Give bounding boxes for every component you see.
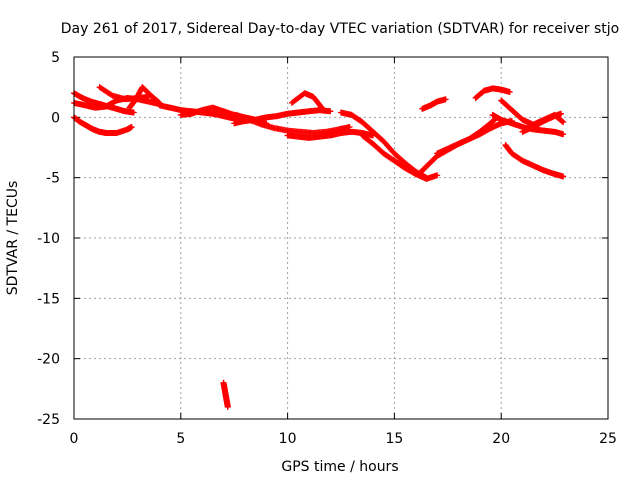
y-tick-label: -20 [37, 352, 60, 368]
points-layer [71, 84, 567, 410]
series-arc-15 [417, 117, 515, 176]
y-tick-label: -5 [46, 171, 60, 187]
y-axis-title: SDTVAR / TECUs [5, 181, 21, 296]
data-point [559, 118, 566, 125]
chart-title: Day 261 of 2017, Sidereal Day-to-day VTE… [61, 21, 619, 37]
series-arc-16 [434, 114, 500, 157]
plot-frame [73, 56, 609, 420]
x-tick-label: 10 [279, 431, 297, 447]
series-arc-10 [284, 128, 377, 141]
series-arc-22 [220, 379, 231, 410]
data-point [155, 99, 162, 106]
data-point [346, 123, 353, 130]
y-tick-label: -15 [37, 291, 60, 307]
series-arc-11 [288, 90, 325, 111]
x-tick-label: 5 [176, 431, 185, 447]
series-arc-3 [71, 114, 135, 137]
y-tick-label: 0 [51, 110, 60, 126]
data-point [560, 119, 567, 126]
series-arc-8 [231, 107, 334, 127]
series-arc-14 [419, 96, 449, 112]
x-tick-label: 15 [385, 431, 403, 447]
data-point [558, 110, 565, 117]
data-point [224, 403, 231, 410]
data-point [560, 173, 567, 180]
x-tick-label: 25 [599, 431, 617, 447]
data-point [128, 123, 135, 130]
data-point [506, 88, 513, 95]
y-tick-label: 5 [51, 50, 60, 66]
data-point [318, 104, 325, 111]
x-tick-label: 0 [70, 431, 79, 447]
data-point [317, 103, 324, 110]
data-point [434, 172, 441, 179]
data-point [560, 131, 567, 138]
data-point [327, 108, 334, 115]
series-arc-17 [472, 85, 513, 102]
y-tick-label: -25 [37, 412, 60, 428]
series-arc-19 [502, 142, 567, 180]
data-point [442, 96, 449, 103]
y-tick-label: -10 [37, 231, 60, 247]
x-axis-title: GPS time / hours [281, 459, 398, 475]
x-tick-label: 20 [492, 431, 510, 447]
label-layer: 0 5 10 15 20 25 5 0 -5 -10 -15 -20 -25 [37, 50, 617, 447]
series-arc-4 [96, 84, 152, 103]
series-arc-12 [338, 109, 430, 181]
data-point [130, 109, 137, 116]
series-arc-2 [71, 90, 137, 116]
series-arc-13 [359, 132, 441, 182]
series-arc-21 [519, 110, 565, 135]
